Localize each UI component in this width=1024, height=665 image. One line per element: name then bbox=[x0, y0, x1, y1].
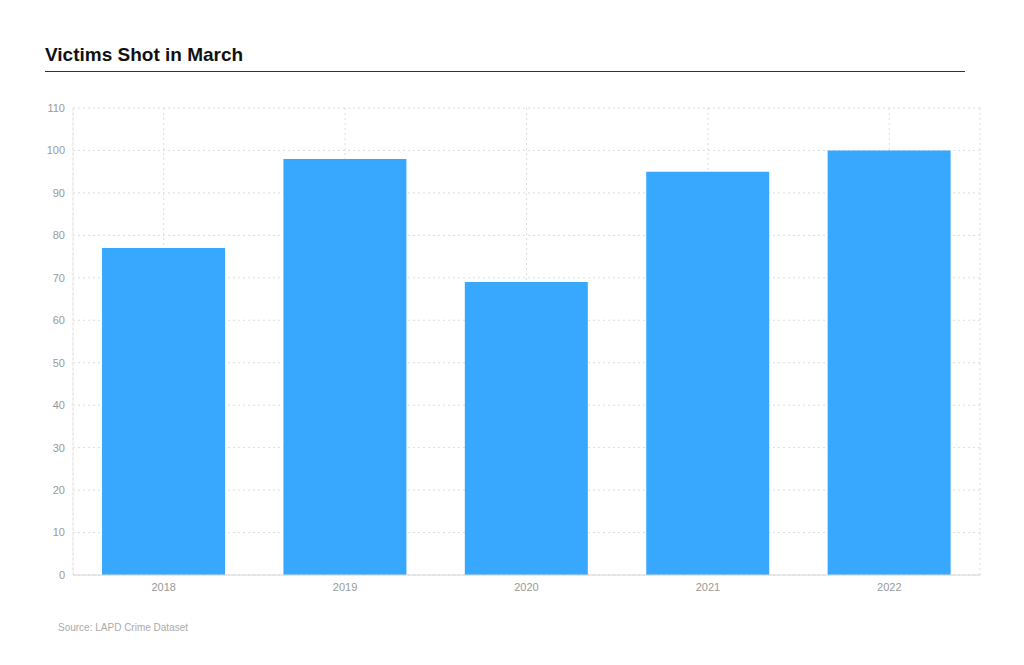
svg-text:2022: 2022 bbox=[877, 581, 901, 593]
html-text:Source: LAPD Crime Dataset: Source: LAPD Crime Dataset bbox=[58, 622, 189, 633]
svg-text:90: 90 bbox=[53, 187, 65, 199]
svg-text:10: 10 bbox=[53, 526, 65, 538]
svg-text:60: 60 bbox=[53, 314, 65, 326]
svg-text:20: 20 bbox=[53, 484, 65, 496]
svg-text:100: 100 bbox=[47, 144, 65, 156]
svg-text:2019: 2019 bbox=[333, 581, 357, 593]
svg-text:110: 110 bbox=[47, 102, 65, 114]
svg-text:2021: 2021 bbox=[696, 581, 720, 593]
svg-text:0: 0 bbox=[59, 569, 65, 581]
svg-text:50: 50 bbox=[53, 357, 65, 369]
html-text:Victims Shot in March: Victims Shot in March bbox=[45, 44, 244, 65]
svg-text:30: 30 bbox=[53, 442, 65, 454]
svg-text:70: 70 bbox=[53, 272, 65, 284]
svg-text:80: 80 bbox=[53, 229, 65, 241]
svg-text:2018: 2018 bbox=[151, 581, 175, 593]
svg-text:40: 40 bbox=[53, 399, 65, 411]
svg-text:2020: 2020 bbox=[514, 581, 538, 593]
